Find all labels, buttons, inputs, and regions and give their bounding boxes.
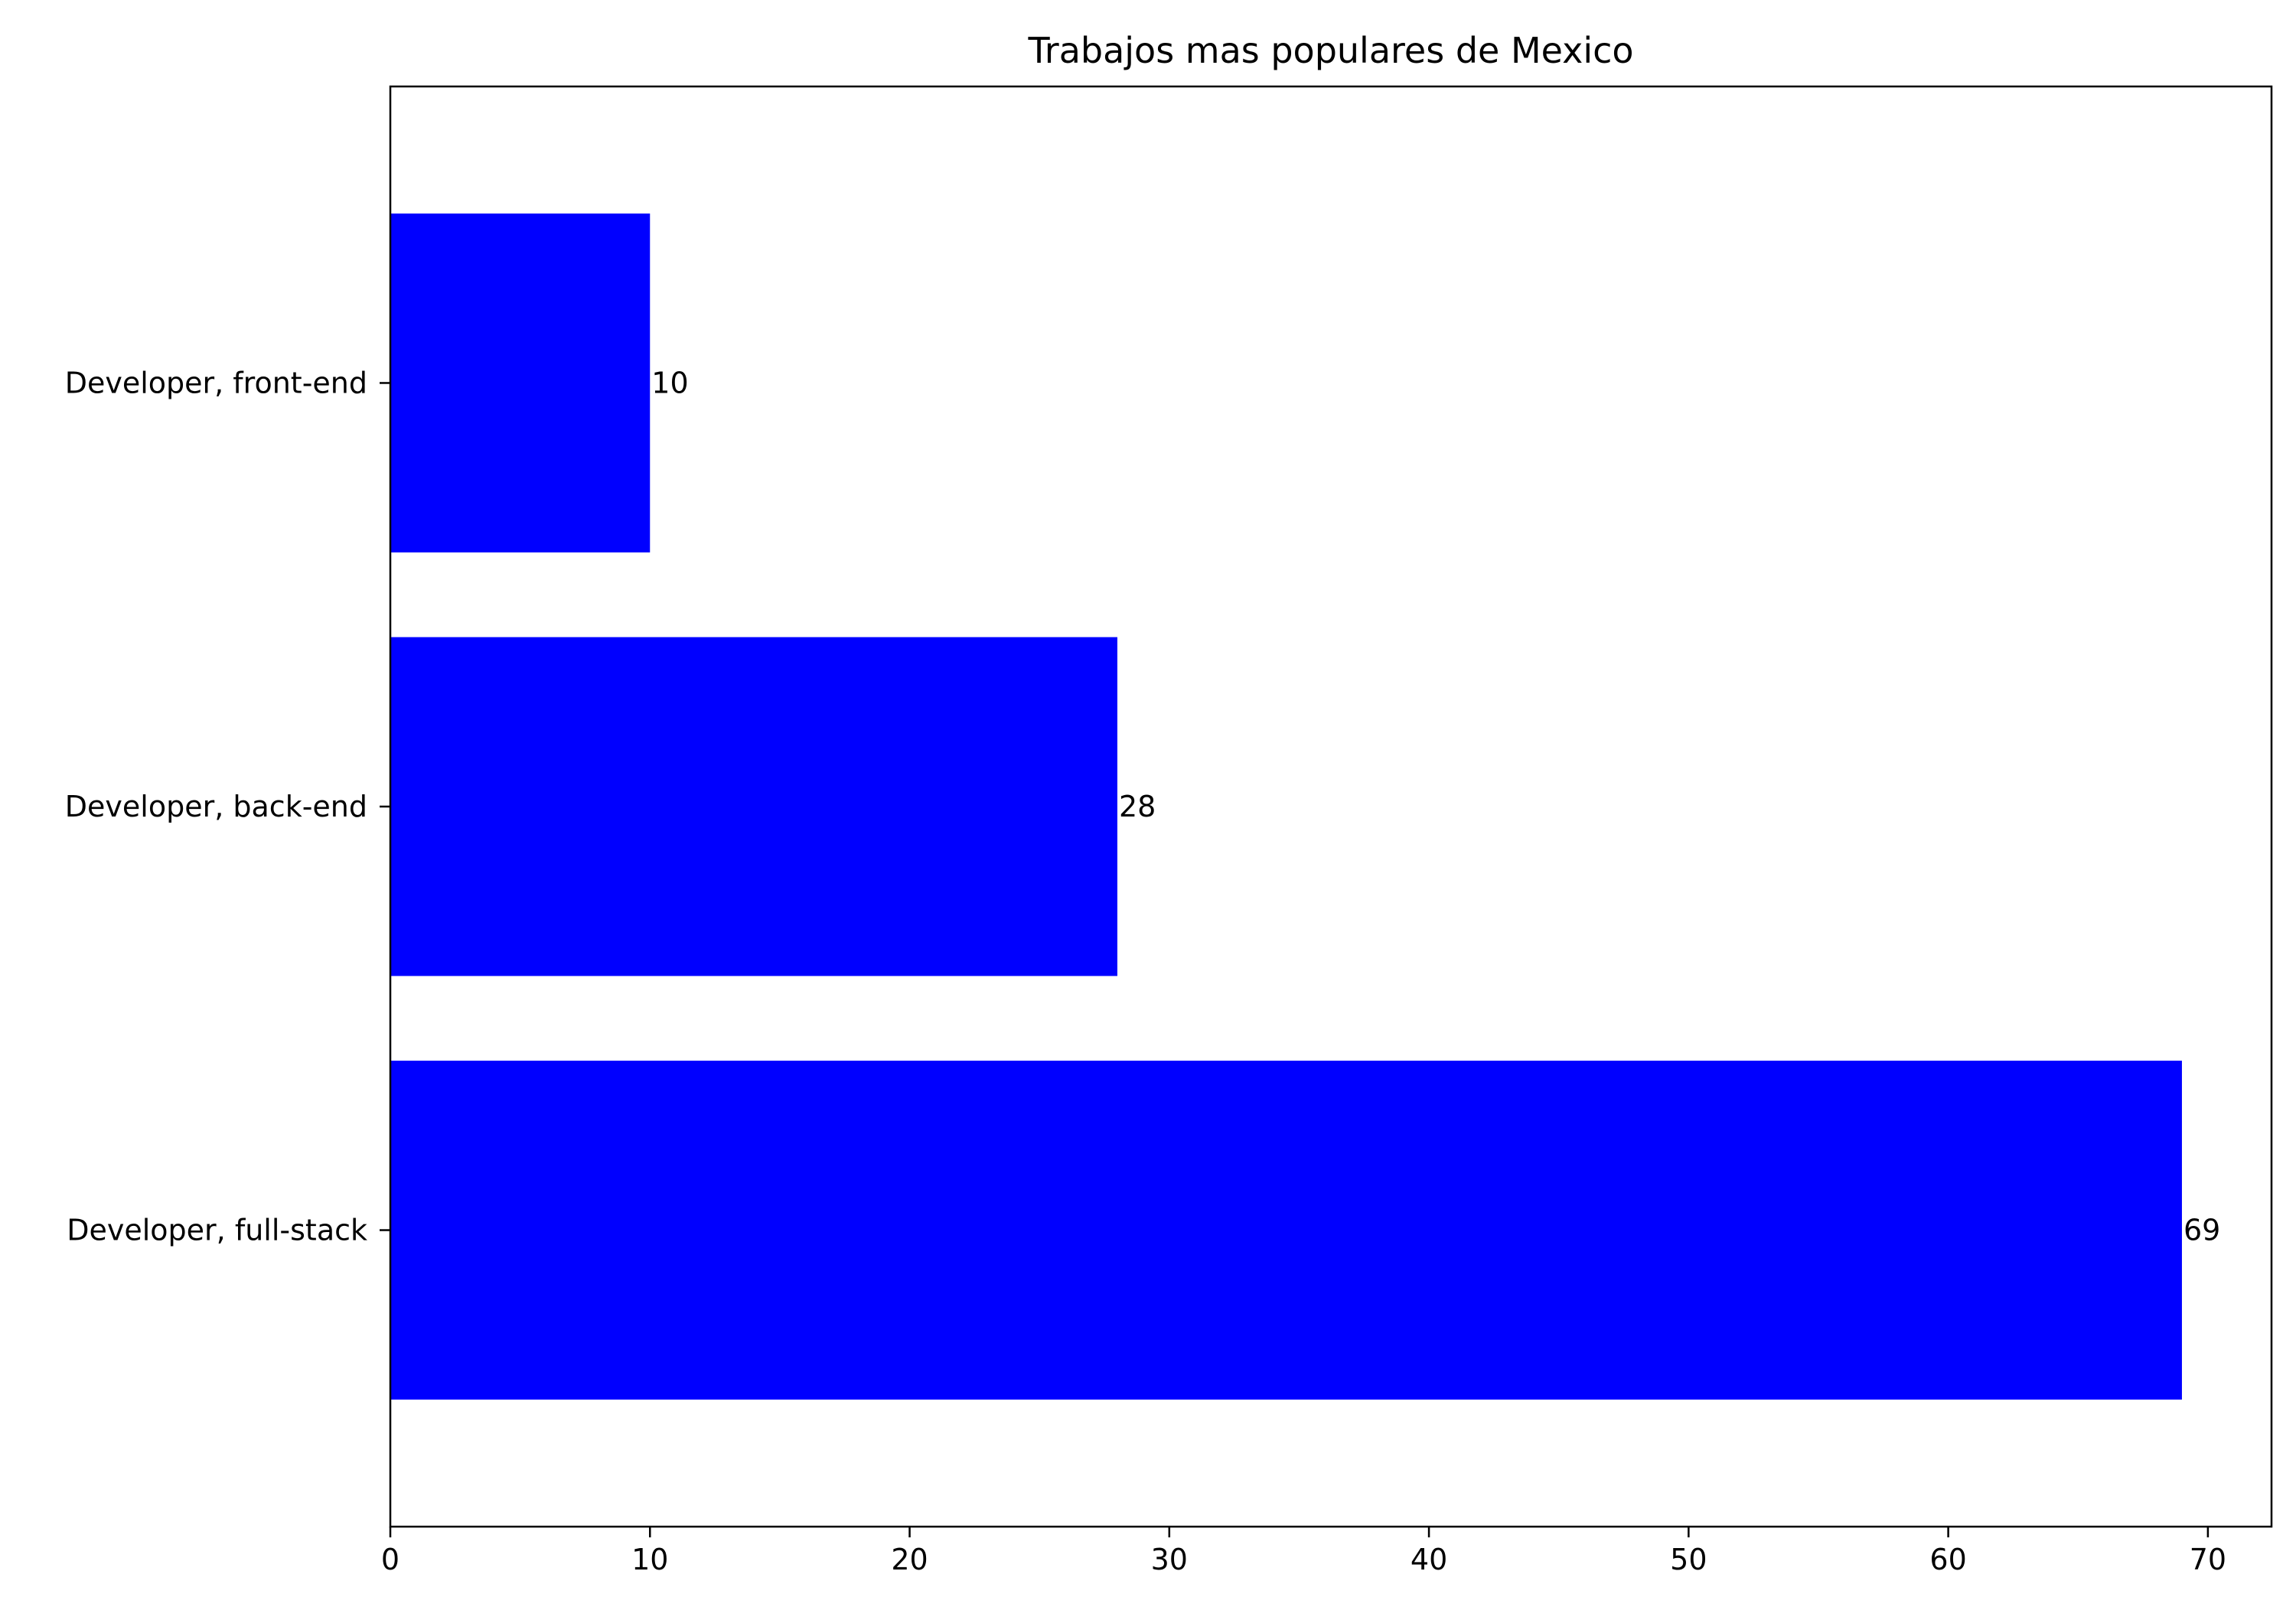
x-tick-label: 20 xyxy=(891,1543,928,1576)
bar-value-label: 28 xyxy=(1119,790,1156,823)
value-labels-group: 69 28 10 xyxy=(651,366,2220,1247)
x-tick-label: 60 xyxy=(1929,1543,1966,1576)
bar-2 xyxy=(390,214,651,553)
x-tick-label: 40 xyxy=(1411,1543,1447,1576)
y-tick-label: Developer, full-stack xyxy=(67,1214,367,1247)
y-tick-label: Developer, back-end xyxy=(65,790,367,823)
bar-value-label: 10 xyxy=(651,366,688,399)
x-tick-label: 50 xyxy=(1670,1543,1707,1576)
chart-title: Trabajos mas populares de Mexico xyxy=(1027,30,1633,71)
bars-group xyxy=(390,214,2182,1400)
y-tick-label: Developer, front-end xyxy=(65,366,367,399)
bar-value-label: 69 xyxy=(2183,1214,2220,1247)
x-axis: 0 10 20 30 40 50 60 70 xyxy=(381,1527,2226,1576)
x-tick-label: 10 xyxy=(631,1543,668,1576)
x-tick-label: 70 xyxy=(2190,1543,2226,1576)
x-tick-label: 30 xyxy=(1151,1543,1188,1576)
x-tick-label: 0 xyxy=(381,1543,400,1576)
y-axis: Developer, full-stack Developer, back-end… xyxy=(65,366,390,1247)
bar-1 xyxy=(390,637,1117,976)
bar-0 xyxy=(390,1061,2182,1400)
